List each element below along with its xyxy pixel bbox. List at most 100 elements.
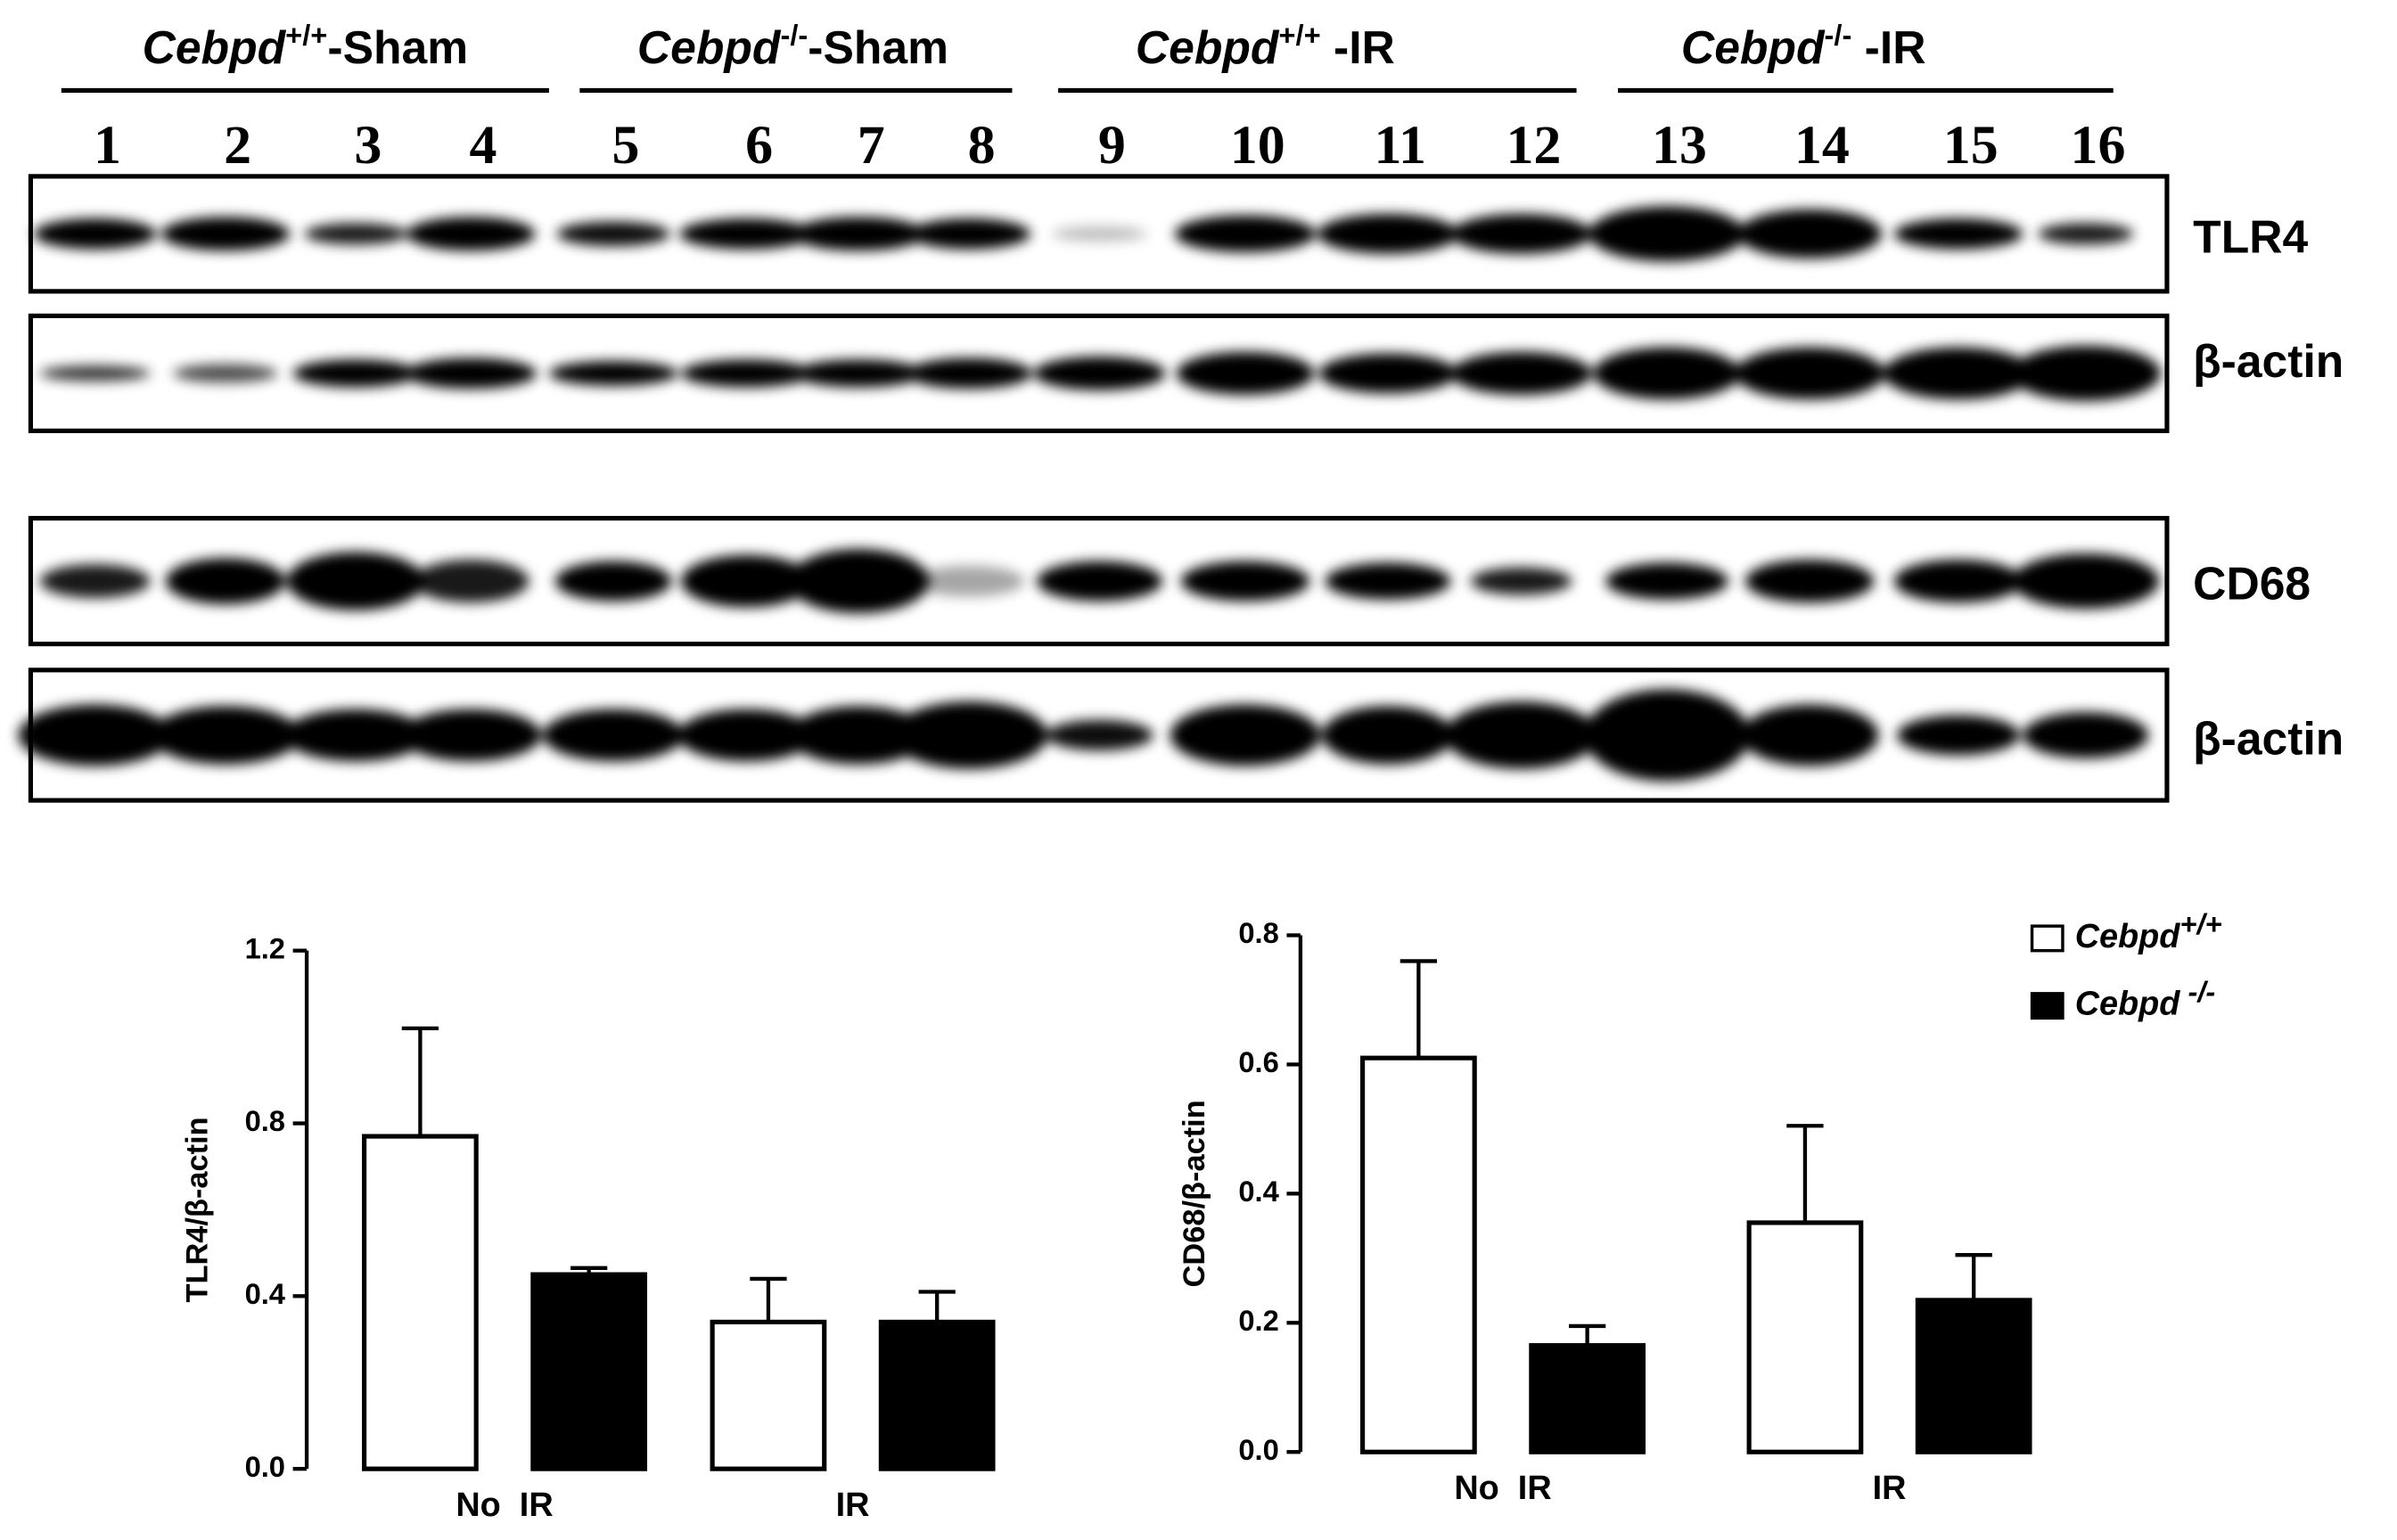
band	[907, 218, 1031, 250]
band	[1883, 347, 2034, 400]
panel-label: β-actin	[2193, 335, 2344, 387]
lane-number: 12	[1506, 115, 1561, 176]
band	[543, 709, 685, 762]
band	[1737, 209, 1882, 258]
group-label: Cebpd+/+-Sham	[143, 18, 469, 72]
band	[680, 554, 813, 608]
blot-panel	[28, 174, 2170, 294]
band	[173, 364, 278, 383]
lane-number: 15	[1943, 115, 1999, 176]
band	[283, 709, 428, 762]
band	[2010, 345, 2162, 401]
band	[1174, 215, 1317, 253]
bands	[39, 548, 2160, 614]
band	[1593, 347, 1741, 400]
band	[677, 709, 817, 762]
band	[1046, 719, 1153, 751]
condition: -Sham	[327, 20, 468, 72]
lane-number: 10	[1230, 115, 1285, 176]
gene: Cebpd	[637, 20, 782, 72]
legend-label: Cebpd -/-	[2075, 974, 2216, 1022]
band	[1325, 562, 1451, 600]
band	[1897, 715, 2020, 756]
band	[1318, 353, 1457, 394]
bands	[33, 206, 2134, 262]
y-tick-label: 0.4	[1238, 1175, 1278, 1208]
lane-number: 1	[94, 115, 121, 176]
gene: Cebpd	[1136, 20, 1280, 72]
band	[906, 357, 1032, 389]
band	[1317, 214, 1459, 254]
legend-genotype: +/+	[2179, 907, 2221, 940]
legend-gene: Cebpd	[2075, 986, 2181, 1023]
band	[1176, 351, 1315, 396]
y-tick-label: 0.0	[1238, 1433, 1278, 1466]
bands	[39, 345, 2162, 401]
band	[2012, 553, 2160, 610]
blot-frame	[28, 668, 2170, 803]
lane-number: 14	[1794, 115, 1850, 176]
bar	[362, 1134, 479, 1471]
y-tick-label: 0.8	[1238, 916, 1278, 949]
band	[1584, 689, 1750, 782]
band	[1734, 347, 1885, 400]
genotype: -/-	[780, 18, 808, 51]
band	[1052, 225, 1147, 242]
band	[554, 561, 672, 602]
y-tick-label: 0.4	[245, 1277, 285, 1310]
genotype: +/+	[285, 18, 327, 51]
band	[165, 558, 285, 604]
band	[1444, 701, 1598, 769]
band	[1450, 351, 1592, 396]
legend-genotype: -/-	[2179, 974, 2215, 1007]
genotype: +/+	[1278, 18, 1320, 51]
genotype: -/-	[1824, 18, 1851, 51]
legend-gene: Cebpd	[2075, 918, 2181, 955]
lane-number: 4	[469, 115, 497, 176]
panel-label: β-actin	[2193, 712, 2344, 764]
band	[405, 357, 538, 389]
band	[1450, 214, 1592, 254]
blot-frame	[28, 174, 2170, 294]
band	[1180, 561, 1310, 602]
band	[2023, 712, 2149, 758]
y-tick-label: 0.8	[245, 1104, 285, 1137]
x-tick-label: IR	[836, 1487, 870, 1524]
band	[1893, 218, 2023, 250]
blot-panel	[28, 515, 2170, 647]
band	[680, 359, 813, 388]
legend-swatch	[2030, 924, 2065, 953]
group-label: Cebpd-/--Sham	[637, 18, 948, 72]
blot-frame	[28, 313, 2170, 434]
condition: -IR	[1321, 20, 1395, 72]
band	[18, 704, 172, 766]
band	[160, 217, 291, 251]
lane-number: 16	[2071, 115, 2126, 176]
gene: Cebpd	[143, 20, 287, 72]
band	[400, 709, 542, 762]
band	[792, 359, 925, 388]
lane-number: 9	[1098, 115, 1126, 176]
band	[1036, 561, 1163, 602]
band	[788, 706, 930, 765]
panel-label: CD68	[2193, 558, 2311, 610]
band	[304, 223, 407, 245]
lane-number: 8	[968, 115, 996, 176]
lane-number: 3	[354, 115, 382, 176]
band	[39, 365, 151, 381]
band	[1740, 704, 1879, 766]
y-tick-label: 0.6	[1238, 1045, 1278, 1078]
group-label: Cebpd-/- -IR	[1681, 18, 1926, 72]
condition: -Sham	[808, 20, 948, 72]
gene: Cebpd	[1681, 20, 1826, 72]
condition: -IR	[1851, 20, 1925, 72]
band	[556, 221, 670, 247]
x-tick-label: IR	[1873, 1470, 1907, 1507]
band	[150, 706, 301, 765]
band	[1588, 206, 1745, 262]
y-axis-label: TLR4/β-actin	[181, 1117, 215, 1302]
band	[1321, 706, 1454, 765]
bands	[18, 689, 2149, 782]
band	[412, 559, 529, 603]
